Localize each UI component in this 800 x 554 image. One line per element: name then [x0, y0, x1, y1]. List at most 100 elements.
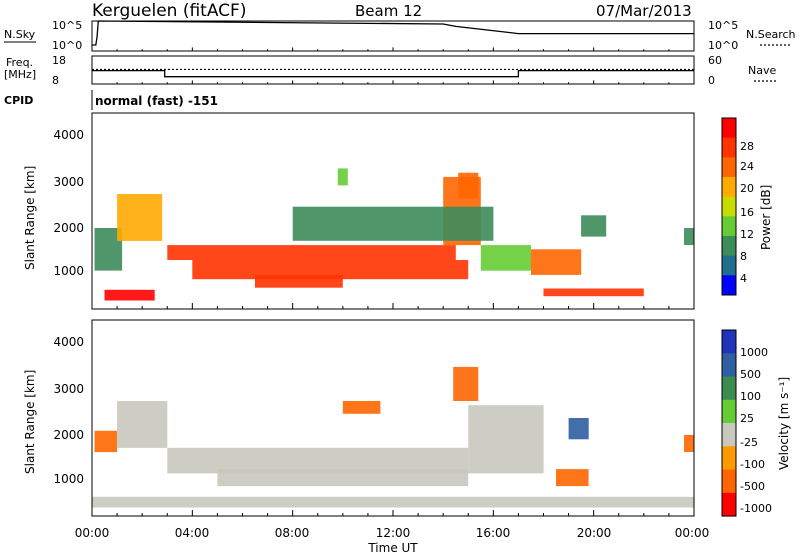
station-title: Kerguelen (fitACF) [92, 1, 246, 21]
power-cell [292, 206, 494, 241]
noise-right-tick-top: 10^5 [708, 19, 738, 32]
noise-panel-frame [91, 20, 695, 52]
time-tick-0400: 04:00 [175, 526, 210, 540]
velocity-cell [92, 496, 694, 508]
vel-cbtick-25: 25 [740, 412, 754, 425]
time-axis: 00:00 04:00 08:00 12:00 16:00 20:00 00:0… [75, 47, 709, 554]
beam-title: Beam 12 [355, 2, 422, 20]
time-tick-2000: 20:00 [577, 526, 612, 540]
freq-left-tick-bottom: 8 [52, 74, 59, 87]
cpid-label: CPID [4, 94, 33, 107]
power-cell [480, 245, 531, 271]
freq-panel: Freq. [MHz] 18 8 60 0 Nave [4, 54, 776, 87]
power-colorbar-swatch [722, 118, 736, 139]
power-colorbar-swatch [722, 255, 736, 276]
power-cell [167, 245, 456, 260]
freq-label-line1: Freq. [6, 56, 33, 69]
power-colorbar-swatch [722, 157, 736, 178]
power-cbtick-28: 28 [740, 140, 754, 153]
velocity-cell [684, 435, 694, 452]
power-ytick-1000: 1000 [53, 264, 84, 278]
vel-cbtick-500: 500 [740, 368, 761, 381]
velocity-colorbar-swatch [722, 399, 736, 424]
power-cell [117, 194, 163, 241]
velocity-colorbar-swatch [722, 469, 736, 494]
velocity-colorbar-swatch [722, 423, 736, 447]
velocity-heatmap [92, 366, 694, 508]
power-cbtick-12: 12 [740, 228, 754, 241]
velocity-ytick-2000: 2000 [53, 428, 84, 442]
noise-panel: N.Sky 10^5 10^0 10^5 10^0 N.Search [4, 19, 796, 52]
noise-left-tick-top: 10^5 [52, 19, 82, 32]
power-cell [337, 168, 348, 186]
power-colorbar-swatch [722, 137, 736, 158]
velocity-cell [342, 401, 381, 414]
velocity-colorbar-label: Velocity [m s⁻¹] [777, 377, 791, 470]
noise-right-tick-bottom: 10^0 [708, 39, 738, 52]
velocity-colorbar-swatch [722, 446, 736, 471]
time-axis-label: Time UT [367, 541, 418, 554]
nsky-label: N.Sky [4, 28, 36, 41]
vel-cbtick-m25: -25 [740, 436, 758, 449]
vel-cbtick-100: 100 [740, 390, 761, 403]
velocity-colorbar-swatch [722, 330, 736, 354]
velocity-ytick-3000: 3000 [53, 382, 84, 396]
time-tick-0800: 08:00 [275, 526, 310, 540]
power-cell [458, 172, 479, 199]
power-ytick-3000: 3000 [53, 175, 84, 189]
power-colorbar-label: Power [dB] [759, 185, 773, 250]
nave-label: Nave [748, 64, 776, 77]
noise-trace [92, 20, 694, 46]
freq-right-tick-bottom: 0 [708, 74, 715, 87]
power-colorbar [721, 117, 737, 296]
power-colorbar-swatch [722, 177, 736, 198]
velocity-cell [117, 401, 168, 448]
noise-left-tick-bottom: 10^0 [52, 39, 82, 52]
velocity-cell [94, 430, 118, 453]
power-ylabel: Slant Range [km] [23, 166, 37, 270]
velocity-panel: Slant Range [km] 4000 3000 2000 1000 100… [23, 319, 791, 517]
velocity-cell [556, 469, 589, 487]
time-tick-1600: 16:00 [476, 526, 511, 540]
velocity-ylabel: Slant Range [km] [23, 370, 37, 474]
velocity-colorbar-swatch [722, 376, 736, 401]
power-panel: Slant Range [km] 4000 3000 2000 1000 28 … [23, 112, 773, 310]
vel-cbtick-1000: 1000 [740, 346, 768, 359]
power-heatmap [94, 168, 694, 301]
vel-cbtick-m1000: -1000 [740, 502, 772, 515]
date-title: 07/Mar/2013 [596, 2, 692, 20]
power-cell [543, 288, 644, 297]
nsearch-label: N.Search [746, 28, 796, 41]
velocity-ytick-4000: 4000 [53, 335, 84, 349]
vel-cbtick-m100: -100 [740, 458, 765, 471]
power-cell [531, 249, 582, 275]
freq-label-line2: [MHz] [4, 68, 36, 81]
freq-right-tick-top: 60 [708, 54, 722, 67]
power-cell [192, 260, 469, 280]
velocity-colorbar-swatch [722, 492, 736, 517]
power-colorbar-swatch [722, 236, 736, 257]
power-cell [684, 228, 694, 245]
time-tick-0000: 00:00 [75, 526, 110, 540]
velocity-cell [453, 366, 479, 401]
power-colorbar-swatch [722, 196, 736, 217]
velocity-cell [217, 469, 469, 487]
vel-cbtick-m500: -500 [740, 480, 765, 493]
power-colorbar-swatch [722, 216, 736, 237]
power-ytick-2000: 2000 [53, 221, 84, 235]
power-cbtick-24: 24 [740, 160, 754, 173]
power-cell [581, 215, 607, 237]
power-cbtick-4: 4 [740, 272, 747, 285]
cpid-value: normal (fast) -151 [95, 94, 218, 108]
power-cell [255, 274, 343, 288]
velocity-colorbar [721, 329, 737, 517]
time-tick-1200: 12:00 [376, 526, 411, 540]
velocity-cell [568, 418, 589, 440]
power-cell [104, 289, 155, 301]
velocity-colorbar-swatch [722, 353, 736, 378]
velocity-ytick-1000: 1000 [53, 472, 84, 486]
freq-trace [92, 69, 694, 78]
power-cbtick-20: 20 [740, 182, 754, 195]
velocity-cell [468, 405, 544, 474]
